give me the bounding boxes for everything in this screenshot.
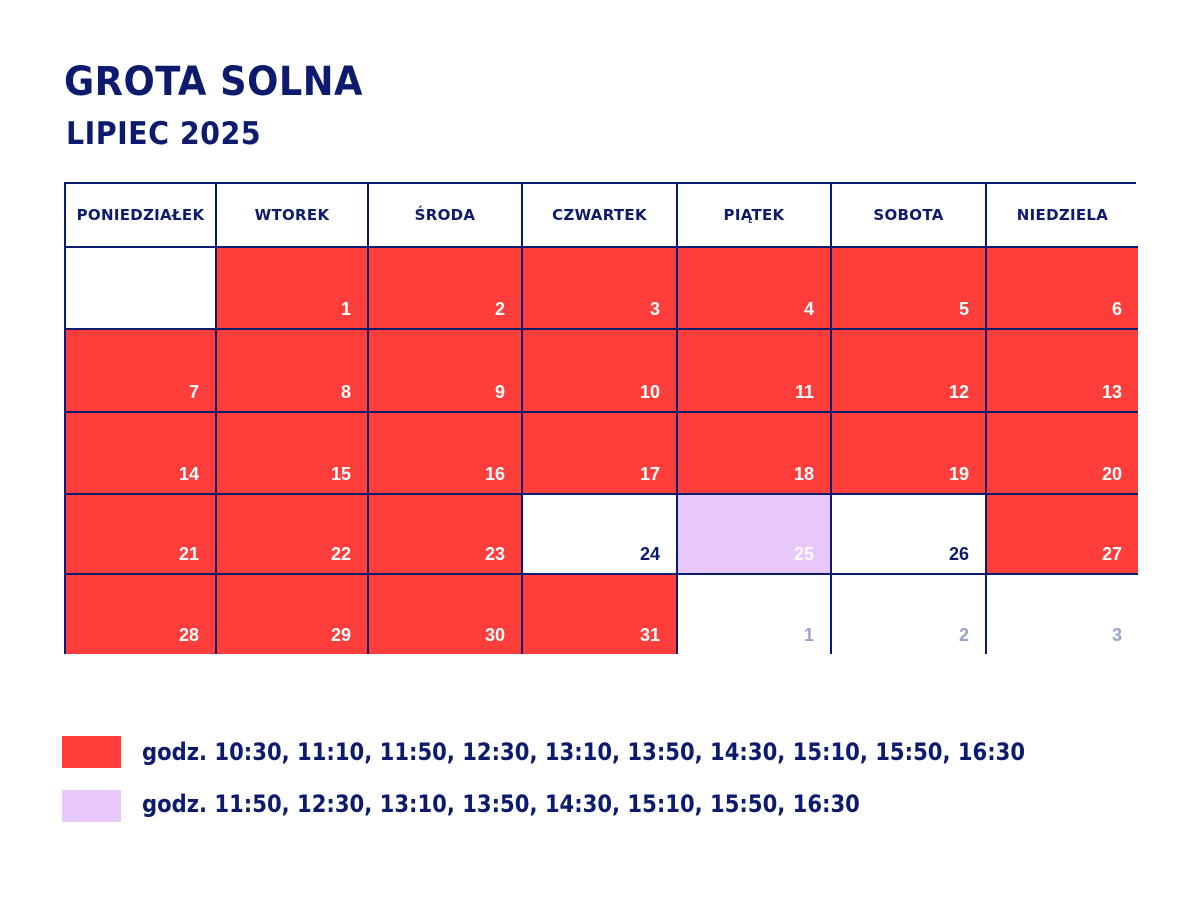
day-number: 19	[948, 464, 969, 484]
page-title: GROTA SOLNA	[64, 59, 363, 105]
weekday-header-wednesday: ŚRODA	[369, 184, 523, 248]
day-number: 17	[639, 464, 660, 484]
calendar-empty-cell	[66, 248, 217, 330]
weekday-header-thursday: CZWARTEK	[523, 184, 678, 248]
calendar-day-cell: 26	[832, 495, 987, 575]
calendar-day-cell: 10	[523, 330, 678, 413]
legend-text-full-hours: godz. 10:30, 11:10, 11:50, 12:30, 13:10,…	[142, 738, 1026, 766]
calendar-day-cell: 11	[678, 330, 832, 413]
day-number: 31	[639, 625, 660, 645]
calendar-day-cell: 9	[369, 330, 523, 413]
day-number: 18	[793, 464, 814, 484]
day-number: 25	[793, 544, 814, 564]
day-number: 29	[330, 625, 351, 645]
calendar-day-cell: 1	[217, 248, 369, 330]
calendar-day-cell: 18	[678, 413, 832, 495]
calendar-day-cell: 28	[66, 575, 217, 654]
calendar-day-cell: 3	[987, 575, 1138, 654]
calendar-day-cell: 29	[217, 575, 369, 654]
day-number: 6	[1111, 299, 1122, 319]
weekday-header-tuesday: WTOREK	[217, 184, 369, 248]
calendar-day-cell: 31	[523, 575, 678, 654]
legend-swatch-lilac	[62, 790, 121, 822]
calendar-day-cell: 20	[987, 413, 1138, 495]
day-number: 2	[958, 625, 969, 645]
calendar-day-cell: 17	[523, 413, 678, 495]
calendar-day-cell: 1	[678, 575, 832, 654]
day-number: 22	[330, 544, 351, 564]
calendar-day-cell: 23	[369, 495, 523, 575]
day-number: 11	[794, 382, 814, 402]
calendar-day-cell: 3	[523, 248, 678, 330]
calendar-day-cell: 22	[217, 495, 369, 575]
day-number: 10	[639, 382, 660, 402]
calendar-day-cell: 19	[832, 413, 987, 495]
legend-swatch-red	[62, 736, 121, 768]
weekday-header-monday: PONIEDZIAŁEK	[66, 184, 217, 248]
day-number: 7	[188, 382, 199, 402]
day-number: 9	[494, 382, 505, 402]
day-number: 20	[1101, 464, 1122, 484]
day-number: 28	[178, 625, 199, 645]
day-number: 13	[1101, 382, 1122, 402]
calendar-day-cell: 27	[987, 495, 1138, 575]
day-number: 23	[484, 544, 505, 564]
day-number: 26	[948, 544, 969, 564]
day-number: 3	[649, 299, 660, 319]
calendar-day-cell: 21	[66, 495, 217, 575]
day-number: 14	[178, 464, 199, 484]
calendar-day-cell: 25	[678, 495, 832, 575]
calendar-day-cell: 2	[369, 248, 523, 330]
day-number: 3	[1111, 625, 1122, 645]
day-number: 2	[494, 299, 505, 319]
calendar-day-cell: 30	[369, 575, 523, 654]
calendar-day-cell: 7	[66, 330, 217, 413]
day-number: 27	[1101, 544, 1122, 564]
day-number: 24	[639, 544, 660, 564]
calendar-day-cell: 4	[678, 248, 832, 330]
calendar-day-cell: 24	[523, 495, 678, 575]
day-number: 1	[803, 625, 814, 645]
calendar-day-cell: 5	[832, 248, 987, 330]
weekday-header-friday: PIĄTEK	[678, 184, 832, 248]
calendar-day-cell: 2	[832, 575, 987, 654]
calendar-grid: PONIEDZIAŁEK WTOREK ŚRODA CZWARTEK PIĄTE…	[64, 182, 1138, 654]
month-subtitle: LIPIEC 2025	[66, 116, 262, 152]
day-number: 21	[178, 544, 199, 564]
calendar-day-cell: 13	[987, 330, 1138, 413]
weekday-header-saturday: SOBOTA	[832, 184, 987, 248]
calendar-day-cell: 14	[66, 413, 217, 495]
weekday-header-sunday: NIEDZIELA	[987, 184, 1138, 248]
day-number: 4	[803, 299, 814, 319]
legend-text-reduced-hours: godz. 11:50, 12:30, 13:10, 13:50, 14:30,…	[142, 790, 860, 818]
day-number: 5	[958, 299, 969, 319]
day-number: 15	[330, 464, 351, 484]
calendar-day-cell: 8	[217, 330, 369, 413]
day-number: 1	[340, 299, 351, 319]
day-number: 16	[484, 464, 505, 484]
day-number: 8	[340, 382, 351, 402]
calendar-day-cell: 15	[217, 413, 369, 495]
calendar-day-cell: 16	[369, 413, 523, 495]
day-number: 30	[484, 625, 505, 645]
day-number: 12	[948, 382, 969, 402]
calendar-day-cell: 12	[832, 330, 987, 413]
calendar-day-cell: 6	[987, 248, 1138, 330]
